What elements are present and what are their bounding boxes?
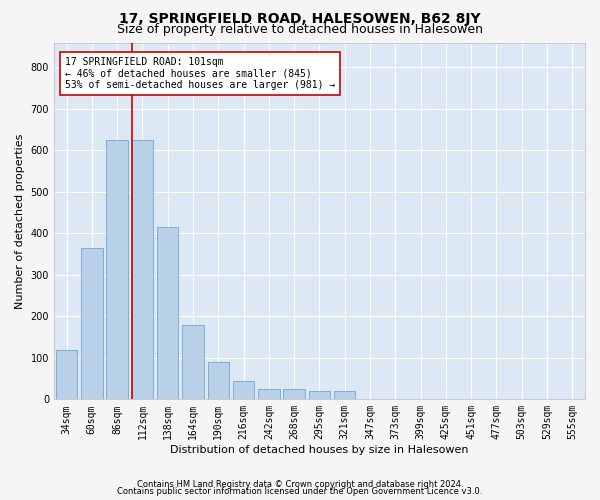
Text: Contains HM Land Registry data © Crown copyright and database right 2024.: Contains HM Land Registry data © Crown c…	[137, 480, 463, 489]
Y-axis label: Number of detached properties: Number of detached properties	[15, 133, 25, 308]
Bar	[283, 389, 305, 400]
Bar	[258, 389, 280, 400]
Bar	[182, 324, 204, 400]
Text: 17 SPRINGFIELD ROAD: 101sqm
← 46% of detached houses are smaller (845)
53% of se: 17 SPRINGFIELD ROAD: 101sqm ← 46% of det…	[65, 57, 335, 90]
Text: Contains public sector information licensed under the Open Government Licence v3: Contains public sector information licen…	[118, 487, 482, 496]
Bar	[81, 248, 103, 400]
Bar	[334, 391, 355, 400]
X-axis label: Distribution of detached houses by size in Halesowen: Distribution of detached houses by size …	[170, 445, 469, 455]
Bar	[309, 391, 330, 400]
Bar	[208, 362, 229, 400]
Bar	[56, 350, 77, 400]
Bar	[131, 140, 153, 400]
Bar	[157, 227, 178, 400]
Text: Size of property relative to detached houses in Halesowen: Size of property relative to detached ho…	[117, 22, 483, 36]
Bar	[233, 380, 254, 400]
Bar	[106, 140, 128, 400]
Text: 17, SPRINGFIELD ROAD, HALESOWEN, B62 8JY: 17, SPRINGFIELD ROAD, HALESOWEN, B62 8JY	[119, 12, 481, 26]
